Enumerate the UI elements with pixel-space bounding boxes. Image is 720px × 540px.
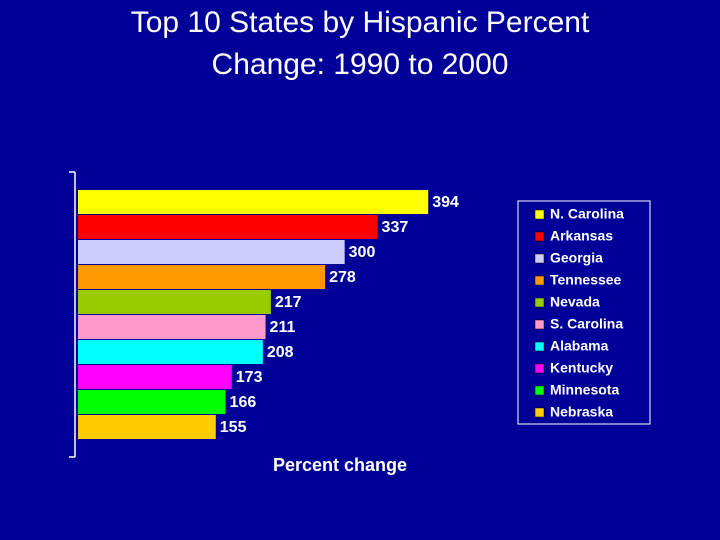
bar [78, 290, 271, 314]
bar [78, 415, 216, 439]
legend-swatch [534, 275, 545, 286]
value-label: 155 [220, 419, 247, 436]
chart-title: Top 10 States by Hispanic Percent Change… [130, 6, 590, 81]
legend-box [517, 200, 651, 425]
legend-swatch [534, 363, 545, 374]
legend-swatch [534, 253, 545, 264]
legend-swatch [534, 407, 545, 418]
bar [78, 390, 226, 414]
bar [78, 265, 326, 289]
value-label: 394 [432, 194, 459, 211]
bar [78, 365, 232, 389]
value-label: 173 [236, 369, 263, 386]
legend-swatch [534, 231, 545, 242]
x-axis-label: Percent change [273, 455, 407, 475]
legend-label: Nebraska [550, 404, 613, 420]
bar [78, 240, 345, 264]
legend-swatch [534, 209, 545, 220]
value-label: 337 [382, 219, 409, 236]
bar [78, 315, 266, 339]
legend-swatch [534, 319, 545, 330]
legend-label: N. Carolina [550, 206, 624, 222]
legend-swatch [534, 385, 545, 396]
legend-swatch [534, 341, 545, 352]
value-label: 211 [270, 319, 296, 336]
legend-label: S. Carolina [550, 316, 623, 332]
legend-label: Kentucky [550, 360, 613, 376]
bar [78, 190, 429, 214]
value-label: 300 [349, 244, 376, 261]
bar [78, 215, 378, 239]
legend-label: Nevada [550, 294, 600, 310]
value-label: 278 [329, 269, 356, 286]
bar [78, 340, 263, 364]
value-label: 208 [267, 344, 294, 361]
legend-label: Arkansas [550, 228, 613, 244]
legend-label: Tennessee [550, 272, 622, 288]
value-label: 217 [275, 294, 302, 311]
legend-label: Georgia [550, 250, 603, 266]
legend-label: Minnesota [550, 382, 619, 398]
legend-swatch [534, 297, 545, 308]
value-label: 166 [230, 394, 257, 411]
legend-label: Alabama [550, 338, 609, 354]
